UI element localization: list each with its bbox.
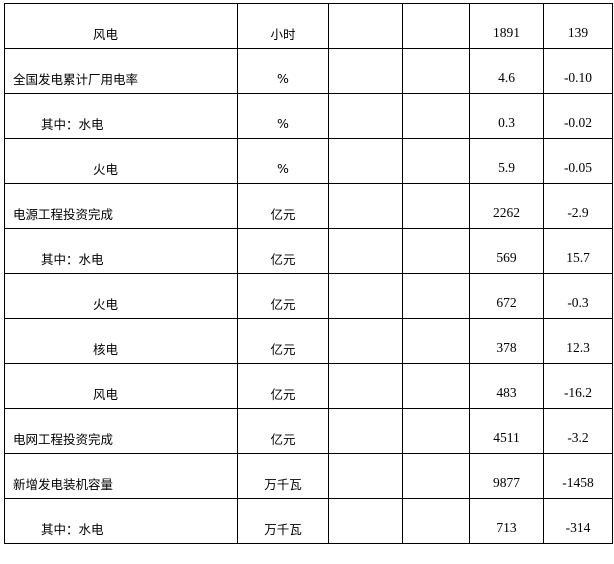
row-name-cell: 风电 (4, 363, 238, 409)
empty-cell (328, 183, 403, 229)
unit-cell: 亿元 (237, 408, 329, 454)
value-cell: 2262 (469, 183, 544, 229)
table-row: 全国发电累计厂用电率% 4.6 -0.10 (4, 48, 613, 94)
value-cell: 0.3 (469, 93, 544, 139)
unit-cell: % (237, 48, 329, 94)
empty-cell (402, 408, 470, 454)
change-cell: 12.3 (543, 318, 613, 364)
row-name-cell: 风电 (4, 3, 238, 49)
value-cell: 9877 (469, 453, 544, 499)
value-cell: 378 (469, 318, 544, 364)
empty-cell (402, 453, 470, 499)
empty-cell (402, 318, 470, 364)
unit-cell: 亿元 (237, 273, 329, 319)
table-row: 火电% 5.9 -0.05 (4, 138, 613, 184)
row-name-cell: 电源工程投资完成 (4, 183, 238, 229)
table-row: 核电 亿元 378 12.3 (4, 318, 613, 364)
value-cell: 4.6 (469, 48, 544, 94)
row-name-cell: 全国发电累计厂用电率 (4, 48, 238, 94)
change-cell: -0.3 (543, 273, 613, 319)
row-name-cell: 其中：水电 (4, 498, 238, 544)
unit-cell: 小时 (237, 3, 329, 49)
empty-cell (328, 3, 403, 49)
table-body: 风电 小时 1891 139 全国发电累计厂用电率% 4.6 -0.10 其中：水电% 0.3-… (4, 3, 613, 544)
row-name-cell: 其中：水电 (4, 228, 238, 274)
value-cell: 1891 (469, 3, 544, 49)
empty-cell (402, 228, 470, 274)
empty-cell (402, 363, 470, 409)
empty-cell (328, 408, 403, 454)
change-cell: -2.9 (543, 183, 613, 229)
change-cell: -1458 (543, 453, 613, 499)
row-name-cell: 其中：水电 (4, 93, 238, 139)
row-name-cell: 核电 (4, 318, 238, 364)
unit-cell: % (237, 138, 329, 184)
empty-cell (402, 138, 470, 184)
table-row: 风电 小时 1891 139 (4, 3, 613, 49)
table-row: 新增发电装机容量 万千瓦 9877 -1458 (4, 453, 613, 499)
change-cell: -16.2 (543, 363, 613, 409)
table-row: 其中：水电% 0.3 -0.02 (4, 93, 613, 139)
empty-cell (402, 183, 470, 229)
empty-cell (328, 363, 403, 409)
change-cell: -0.02 (543, 93, 613, 139)
table-row: 电网工程投资完成 亿元 4511 -3.2 (4, 408, 613, 454)
unit-cell: % (237, 93, 329, 139)
value-cell: 5.9 (469, 138, 544, 184)
row-name-cell: 电网工程投资完成 (4, 408, 238, 454)
unit-cell: 亿元 (237, 228, 329, 274)
value-cell: 4511 (469, 408, 544, 454)
table-row: 其中：水电 亿元 569 15.7 (4, 228, 613, 274)
empty-cell (402, 48, 470, 94)
table-row: 火电 亿元 672 -0.3 (4, 273, 613, 319)
value-cell: 713 (469, 498, 544, 544)
value-cell: 672 (469, 273, 544, 319)
unit-cell: 亿元 (237, 183, 329, 229)
empty-cell (328, 93, 403, 139)
statistics-table: 风电 小时 1891 139 全国发电累计厂用电率% 4.6 -0.10 其中：水电% 0.3-… (4, 3, 613, 544)
empty-cell (402, 498, 470, 544)
value-cell: 569 (469, 228, 544, 274)
empty-cell (328, 228, 403, 274)
change-cell: 15.7 (543, 228, 613, 274)
change-cell: -3.2 (543, 408, 613, 454)
change-cell: 139 (543, 3, 613, 49)
unit-cell: 亿元 (237, 363, 329, 409)
table-row: 电源工程投资完成 亿元 2262 -2.9 (4, 183, 613, 229)
row-name-cell: 火电 (4, 138, 238, 184)
unit-cell: 亿元 (237, 318, 329, 364)
empty-cell (402, 273, 470, 319)
unit-cell: 万千瓦 (237, 453, 329, 499)
empty-cell (402, 3, 470, 49)
empty-cell (328, 48, 403, 94)
row-name-cell: 火电 (4, 273, 238, 319)
unit-cell: 万千瓦 (237, 498, 329, 544)
empty-cell (328, 318, 403, 364)
empty-cell (328, 138, 403, 184)
empty-cell (402, 93, 470, 139)
change-cell: -0.05 (543, 138, 613, 184)
value-cell: 483 (469, 363, 544, 409)
table-row: 风电 亿元 483 -16.2 (4, 363, 613, 409)
change-cell: -0.10 (543, 48, 613, 94)
empty-cell (328, 273, 403, 319)
table-row: 其中：水电 万千瓦 713 -314 (4, 498, 613, 544)
change-cell: -314 (543, 498, 613, 544)
empty-cell (328, 498, 403, 544)
empty-cell (328, 453, 403, 499)
row-name-cell: 新增发电装机容量 (4, 453, 238, 499)
